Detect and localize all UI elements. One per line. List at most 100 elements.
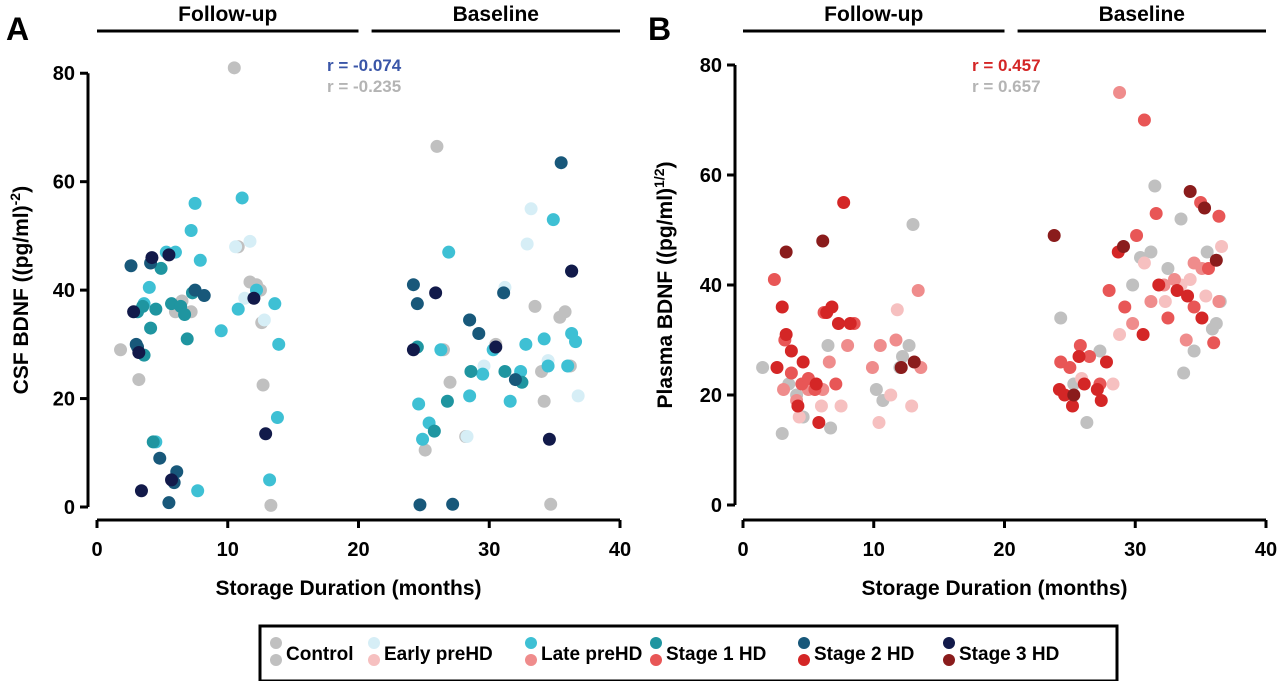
legend-label: Stage 2 HD xyxy=(814,644,914,665)
legend-item-stage-3-hd: Stage 3 HD xyxy=(943,637,1059,666)
data-point xyxy=(907,355,921,369)
data-point xyxy=(1093,344,1107,358)
data-point xyxy=(1179,333,1193,347)
panel-a: A Follow-up Baseline 0 20 40 60 80 0 10 20 30 40 Stor… xyxy=(6,3,631,600)
data-point xyxy=(767,273,781,286)
y-axis-label-close: ) xyxy=(654,162,677,169)
data-point xyxy=(779,245,793,259)
legend-swatch-csf xyxy=(270,637,282,649)
data-point xyxy=(812,416,826,429)
legend-swatch-csf xyxy=(525,637,537,649)
data-point xyxy=(1174,212,1188,226)
data-point xyxy=(134,484,148,498)
x-tick-label: 0 xyxy=(737,539,748,561)
data-point xyxy=(1161,262,1175,275)
series-late-prehd xyxy=(777,86,1226,407)
y-tick-label: 40 xyxy=(53,280,75,302)
data-point xyxy=(829,377,843,391)
data-point xyxy=(1099,355,1113,369)
data-point xyxy=(524,202,538,216)
x-tick-label: 20 xyxy=(993,539,1015,561)
data-point xyxy=(561,359,575,373)
data-point xyxy=(1126,278,1140,292)
legend-label: Stage 3 HD xyxy=(959,644,1059,665)
data-point xyxy=(197,289,211,303)
y-axis-label-main: Plasma BDNF ((pg/ml) xyxy=(654,188,677,409)
data-point xyxy=(476,367,490,381)
data-point xyxy=(434,343,448,357)
data-point xyxy=(843,317,857,330)
legend-label: Stage 1 HD xyxy=(666,644,766,665)
legend-item-late-prehd: Late preHD xyxy=(525,637,642,666)
data-point xyxy=(443,375,457,389)
data-point xyxy=(1094,394,1108,407)
data-point xyxy=(442,245,456,259)
legend-label: Early preHD xyxy=(384,644,493,665)
x-tick-label: 10 xyxy=(863,539,885,561)
data-point xyxy=(257,313,271,327)
data-point xyxy=(816,234,830,248)
data-point xyxy=(905,399,919,413)
data-point xyxy=(1072,350,1086,363)
data-point xyxy=(809,377,823,391)
data-point xyxy=(1090,383,1104,396)
data-point xyxy=(1183,273,1197,286)
y-tick-label: 80 xyxy=(53,63,75,85)
series-stage-2-hd xyxy=(770,196,1209,429)
data-point xyxy=(508,373,522,387)
data-point xyxy=(541,359,555,373)
legend-item-early-prehd: Early preHD xyxy=(368,637,493,666)
data-point xyxy=(1113,86,1127,99)
series-stage-3-hd xyxy=(779,185,1223,402)
data-point xyxy=(537,332,551,346)
data-point xyxy=(1144,245,1158,259)
correlation-label: r = -0.235 xyxy=(327,77,401,96)
data-point xyxy=(1212,209,1226,223)
data-point xyxy=(498,364,512,378)
legend-swatch-plasma xyxy=(943,654,955,666)
data-point xyxy=(569,335,583,349)
y-axis-label-superscript: 1/2 xyxy=(651,168,667,188)
data-point xyxy=(1136,328,1150,341)
data-point xyxy=(193,253,207,267)
data-point xyxy=(272,337,286,351)
x-axis-label: Storage Duration (months) xyxy=(862,577,1128,600)
y-tick-label: 60 xyxy=(53,172,75,194)
data-point xyxy=(227,61,241,75)
x-tick-label: 40 xyxy=(609,539,631,561)
data-point xyxy=(1063,361,1077,374)
data-point xyxy=(1073,339,1087,352)
y-tick-label: 20 xyxy=(700,385,722,407)
data-point xyxy=(124,259,138,273)
data-point xyxy=(1118,300,1132,314)
period-label-follow-up: Follow-up xyxy=(178,3,277,26)
data-point xyxy=(162,496,176,510)
data-point xyxy=(1195,311,1209,325)
data-point xyxy=(1047,229,1061,242)
data-point xyxy=(1183,185,1197,198)
y-axis-label-superscript: -2 xyxy=(7,193,23,206)
panel-b: B Follow-up Baseline 0 20 40 60 80 0 10 20 30 40 Stor… xyxy=(648,3,1277,600)
data-point xyxy=(1113,328,1127,341)
x-tick-label: 0 xyxy=(91,539,102,561)
legend-label: Late preHD xyxy=(541,644,642,665)
data-point xyxy=(792,410,806,424)
data-point xyxy=(259,427,273,441)
legend-item-control: Control xyxy=(270,637,354,666)
data-point xyxy=(1177,366,1191,380)
data-point xyxy=(132,373,146,387)
data-point xyxy=(770,361,784,374)
y-tick-label: 20 xyxy=(53,389,75,411)
data-point xyxy=(264,498,278,512)
data-point xyxy=(520,237,534,251)
data-point xyxy=(825,300,839,314)
y-axis-label: Plasma BDNF ((pg/ml)1/2) xyxy=(651,162,677,409)
data-point xyxy=(558,305,572,319)
data-point xyxy=(889,333,903,347)
data-point xyxy=(489,340,503,354)
data-point xyxy=(1187,344,1201,358)
series-stage-3-hd xyxy=(127,248,579,498)
data-point xyxy=(229,240,243,254)
data-point xyxy=(1201,262,1215,275)
